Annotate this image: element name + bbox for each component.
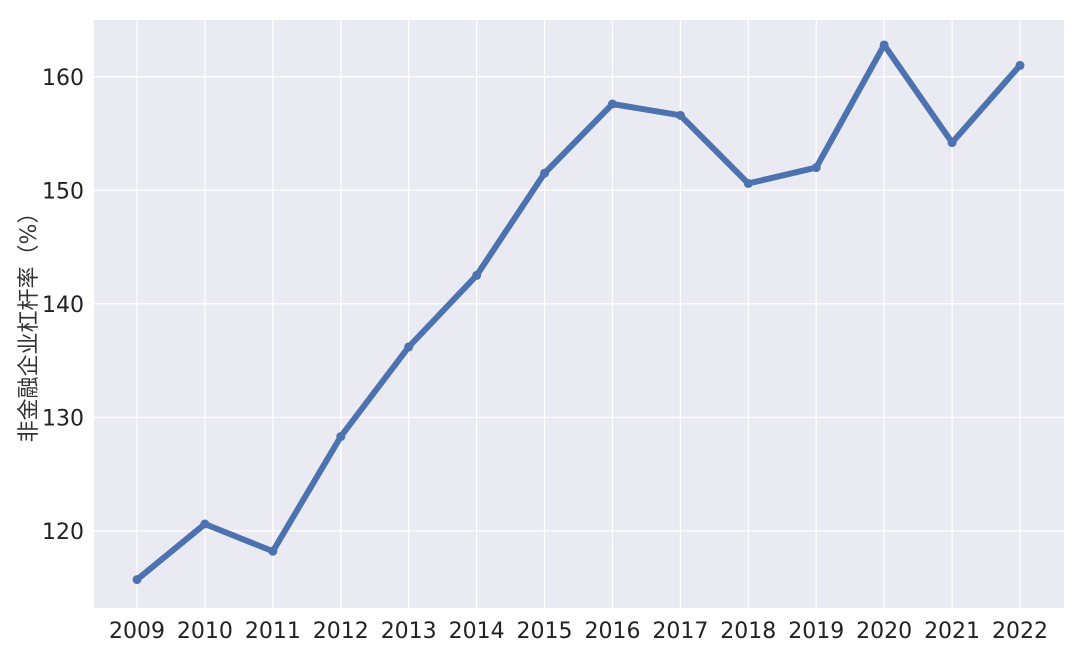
x-tick-label: 2017 [652, 619, 708, 644]
data-point [607, 99, 617, 109]
y-tick-label: 150 [42, 179, 84, 204]
y-axis-title: 非金融企业杠杆率（%） [17, 202, 42, 443]
data-point [743, 178, 753, 188]
x-tick-label: 2013 [381, 619, 437, 644]
x-tick-label: 2020 [856, 619, 912, 644]
data-point [132, 575, 142, 585]
x-tick-label: 2014 [449, 619, 505, 644]
data-point [404, 342, 414, 352]
series-line [134, 41, 1023, 583]
x-tick-label: 2018 [720, 619, 776, 644]
plot-background [94, 20, 1064, 608]
data-point [879, 40, 889, 50]
y-tick-label: 160 [42, 66, 84, 91]
x-tick-label: 2021 [924, 619, 980, 644]
data-point [811, 163, 821, 173]
x-tick-label: 2011 [245, 619, 301, 644]
data-point [1015, 60, 1025, 70]
data-point [200, 519, 210, 529]
x-tick-label: 2012 [313, 619, 369, 644]
data-point [675, 110, 685, 120]
x-tick-label: 2009 [109, 619, 165, 644]
x-tick-label: 2015 [517, 619, 573, 644]
x-tick-label: 2010 [177, 619, 233, 644]
data-point [268, 546, 278, 556]
data-point [472, 270, 482, 280]
y-tick-label: 130 [42, 406, 84, 431]
data-point [947, 138, 957, 148]
y-tick-label: 120 [42, 520, 84, 545]
grid-lines [94, 20, 1064, 608]
series-group [132, 40, 1025, 585]
tick-labels: 2009 2010 2011 2012 2013 2014 2015 2016 2017 2018… [42, 66, 1048, 644]
x-tick-label: 2016 [584, 619, 640, 644]
x-tick-label: 2019 [788, 619, 844, 644]
x-tick-label: 2022 [992, 619, 1048, 644]
data-point [336, 432, 346, 442]
data-point [540, 168, 550, 178]
y-tick-label: 140 [42, 293, 84, 318]
